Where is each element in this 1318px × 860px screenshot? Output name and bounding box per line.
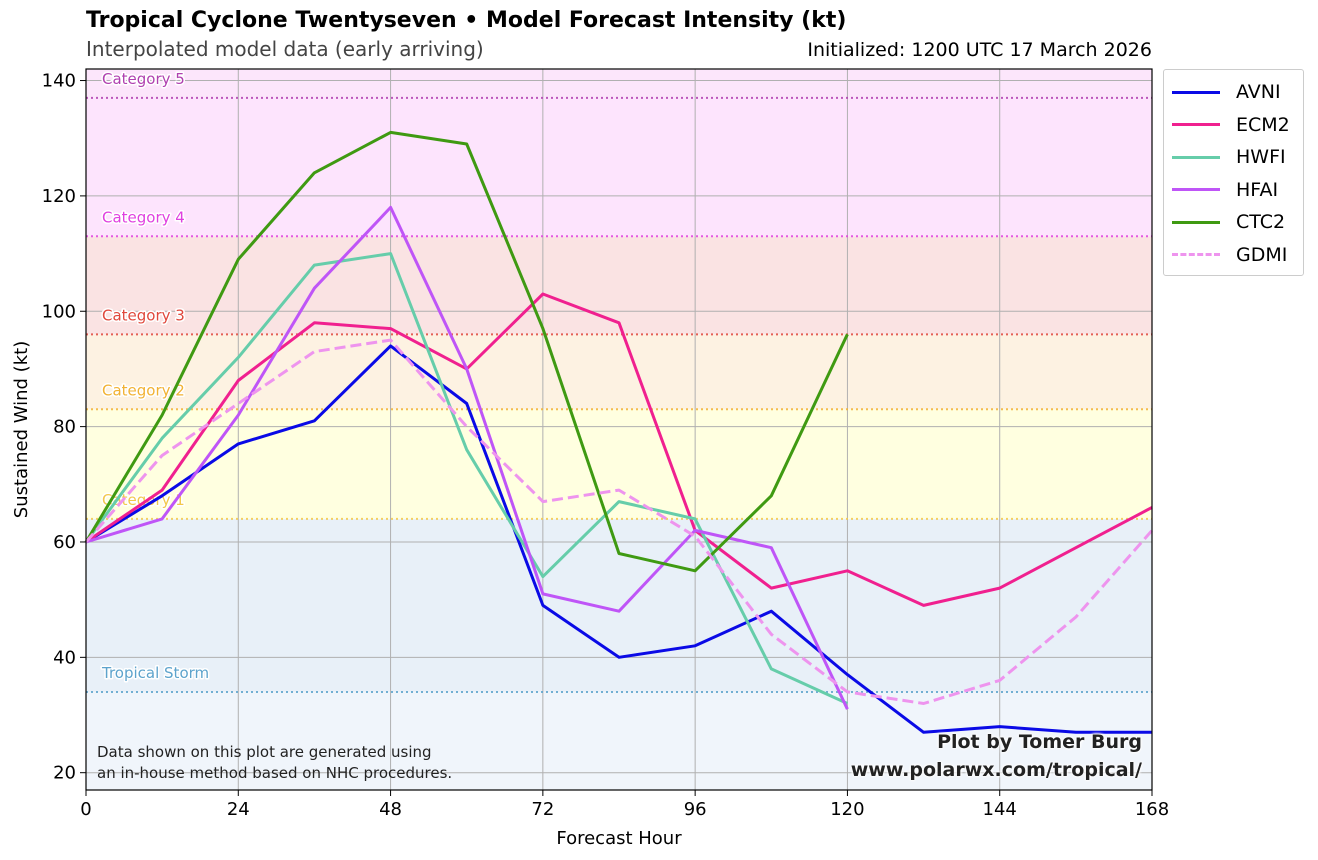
legend-item-hwfi: HWFI xyxy=(1164,141,1303,174)
initialized-time: Initialized: 1200 UTC 17 March 2026 xyxy=(807,39,1152,61)
x-tick-label-120: 120 xyxy=(830,799,864,820)
legend-item-ctc2: CTC2 xyxy=(1164,206,1303,239)
x-axis-label: Forecast Hour xyxy=(556,828,682,849)
legend-item-hfai: HFAI xyxy=(1164,174,1303,207)
y-tick-label-60: 60 xyxy=(53,532,76,553)
series-line-avni xyxy=(85,344,1152,734)
legend-label-avni: AVNI xyxy=(1236,81,1281,104)
x-tick-label-144: 144 xyxy=(983,799,1017,820)
x-tick-label-48: 48 xyxy=(379,799,402,820)
category-label-category-2: Category 2 xyxy=(102,381,185,399)
band-category-4 xyxy=(86,97,1152,237)
series-line-ctc2 xyxy=(84,130,849,573)
legend-label-gdmi: GDMI xyxy=(1236,243,1288,266)
x-tick-label-24: 24 xyxy=(227,799,250,820)
chart-subtitle: Interpolated model data (early arriving) xyxy=(86,37,484,61)
series-line-ecm2 xyxy=(85,292,1153,607)
legend-swatch-ctc2 xyxy=(1172,220,1220,224)
y-tick-label-80: 80 xyxy=(53,417,76,438)
legend-swatch-avni xyxy=(1172,90,1220,94)
x-tick-label-72: 72 xyxy=(531,799,554,820)
series-line-hfai xyxy=(85,205,849,710)
legend-label-ctc2: CTC2 xyxy=(1236,211,1286,234)
chart-legend: AVNI ECM2 HWFI HFAI CTC2 GDMI xyxy=(1163,69,1304,276)
legend-item-avni: AVNI xyxy=(1164,76,1303,109)
credit-author: Plot by Tomer Burg xyxy=(937,731,1142,753)
x-tick-label-96: 96 xyxy=(684,799,707,820)
chart-title: Tropical Cyclone Twentyseven • Model For… xyxy=(86,8,847,33)
x-tick-label-0: 0 xyxy=(80,799,91,820)
plot-frame xyxy=(85,68,1153,791)
legend-item-ecm2: ECM2 xyxy=(1164,109,1303,142)
category-label-category-5: Category 5 xyxy=(102,70,185,88)
legend-label-hwfi: HWFI xyxy=(1236,146,1286,169)
legend-swatch-hfai xyxy=(1172,188,1220,192)
band-tropical-storm xyxy=(86,518,1152,692)
y-tick-label-100: 100 xyxy=(42,301,76,322)
legend-swatch-gdmi xyxy=(1172,253,1220,257)
band-category-3 xyxy=(86,236,1152,335)
legend-label-ecm2: ECM2 xyxy=(1236,113,1290,136)
x-tick-label-168: 168 xyxy=(1135,799,1169,820)
series-line-gdmi xyxy=(84,338,1154,705)
category-label-category-3: Category 3 xyxy=(102,306,185,324)
legend-item-gdmi: GDMI xyxy=(1164,239,1303,272)
y-tick-label-20: 20 xyxy=(53,763,76,784)
y-axis-label: Sustained Wind (kt) xyxy=(11,341,32,518)
method-note-line1: Data shown on this plot are generated us… xyxy=(97,743,432,761)
y-tick-label-40: 40 xyxy=(53,647,76,668)
band-below-tropical-storm xyxy=(86,691,1152,790)
y-tick-label-120: 120 xyxy=(42,186,76,207)
y-tick-label-140: 140 xyxy=(42,71,76,92)
legend-swatch-ecm2 xyxy=(1172,123,1220,127)
legend-label-hfai: HFAI xyxy=(1236,178,1279,201)
credit-url[interactable]: www.polarwx.com/tropical/ xyxy=(850,759,1142,781)
method-note-line2: an in-house method based on NHC procedur… xyxy=(97,764,453,782)
legend-swatch-hwfi xyxy=(1172,155,1220,159)
category-label-tropical-storm: Tropical Storm xyxy=(101,664,209,682)
band-category-5 xyxy=(86,69,1152,98)
category-label-category-4: Category 4 xyxy=(102,208,185,226)
